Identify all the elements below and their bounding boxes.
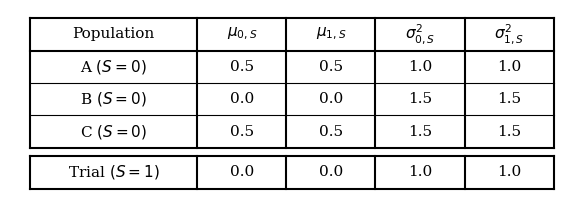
Text: 1.5: 1.5 [408,125,432,139]
Text: 1.0: 1.0 [408,165,432,179]
Text: $\sigma^2_{0,S}$: $\sigma^2_{0,S}$ [405,22,435,46]
Text: 0.0: 0.0 [230,165,254,179]
Text: 0.0: 0.0 [230,92,254,106]
Text: 1.5: 1.5 [408,92,432,106]
Text: 0.5: 0.5 [230,125,254,139]
Text: $\mu_{0,S}$: $\mu_{0,S}$ [227,26,257,42]
Text: A $(S=0)$: A $(S=0)$ [80,58,147,76]
Text: 0.5: 0.5 [319,60,343,74]
Text: 0.5: 0.5 [319,125,343,139]
Text: 0.0: 0.0 [319,92,343,106]
Text: $\mu_{1,S}$: $\mu_{1,S}$ [316,26,346,42]
Text: Population: Population [73,27,155,41]
Text: 1.5: 1.5 [497,92,521,106]
Text: 1.0: 1.0 [497,165,521,179]
Text: 1.0: 1.0 [497,60,521,74]
Text: 1.0: 1.0 [408,60,432,74]
Text: $\sigma^2_{1,S}$: $\sigma^2_{1,S}$ [494,22,524,46]
Text: Trial $(S=1)$: Trial $(S=1)$ [67,163,160,181]
Text: 0.0: 0.0 [319,165,343,179]
Text: 1.5: 1.5 [497,125,521,139]
Text: C $(S=0)$: C $(S=0)$ [80,123,147,141]
Text: 0.5: 0.5 [230,60,254,74]
Text: B $(S=0)$: B $(S=0)$ [80,90,147,108]
